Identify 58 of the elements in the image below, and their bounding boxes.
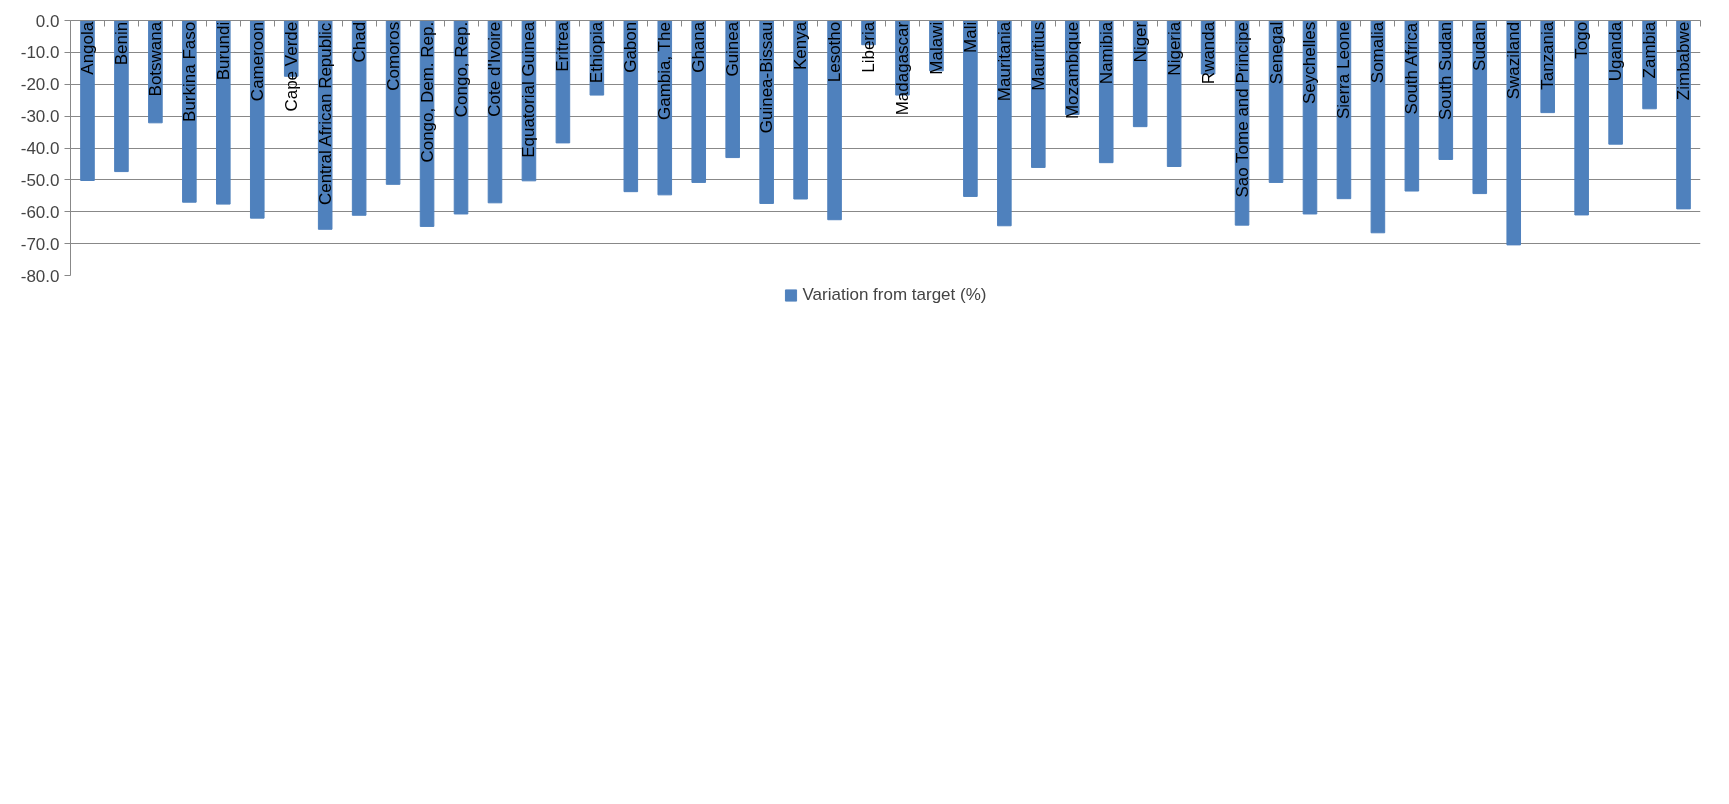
y-tick-label: 0.0: [35, 11, 60, 31]
x-tick-label: Sierra Leone: [1334, 21, 1354, 120]
x-tick-label: Seychelles: [1300, 21, 1320, 104]
x-tick-label: Guinea: [723, 21, 743, 77]
x-tick-label: Comoros: [383, 21, 403, 91]
x-tick-label: Angola: [77, 21, 97, 75]
x-tick-label: Mauritius: [1028, 21, 1048, 91]
x-tick-label: Mozambique: [1062, 21, 1082, 120]
x-tick-label: Uganda: [1606, 21, 1626, 82]
x-tick-label: Chad: [349, 21, 369, 63]
x-tick-label: Tanzania: [1538, 21, 1558, 90]
x-tick-label: South Africa: [1402, 22, 1422, 115]
x-tick-label: Mali: [960, 21, 980, 53]
y-tick-label: -60.0: [20, 202, 60, 222]
x-tick-label: Ghana: [689, 21, 709, 73]
x-tick-label: Mauritania: [994, 21, 1014, 102]
x-tick-label: Malawi: [926, 21, 946, 75]
x-tick-label: Niger: [1130, 21, 1150, 63]
x-tick-label: Ethiopia: [587, 21, 607, 84]
x-tick-label: Eritrea: [553, 21, 573, 72]
x-tick-label: Swaziland: [1504, 21, 1524, 100]
y-tick-label: -70.0: [20, 234, 60, 254]
x-tick-label: Sudan: [1470, 21, 1490, 71]
x-tick-label: South Sudan: [1436, 21, 1456, 121]
x-tick-label: Sao Tome and Principe: [1232, 22, 1252, 198]
x-tick-label: Burundi: [213, 21, 233, 81]
x-tick-label: Liberia: [859, 21, 879, 73]
x-tick-label: Togo: [1572, 21, 1592, 59]
x-tick-label: Cape Verde: [281, 21, 301, 112]
x-tick-label: Madagascar: [892, 21, 912, 116]
x-tick-label: Congo, Dem. Rep.: [417, 21, 437, 163]
y-tick-label: -50.0: [20, 170, 60, 190]
x-tick-label: Gabon: [621, 21, 641, 73]
x-tick-label: Benin: [111, 21, 131, 66]
x-tick-label: Namibia: [1096, 21, 1116, 85]
x-tick-label: Cote d'Ivoire: [485, 21, 505, 117]
x-tick-label: Equatorial Guinea: [519, 21, 539, 158]
x-tick-label: Central African Republic: [315, 22, 335, 206]
x-tick-label: Congo, Rep.: [451, 21, 471, 118]
x-tick-label: Rwanda: [1198, 21, 1218, 85]
x-tick-label: Senegal: [1266, 21, 1286, 85]
x-tick-label: Somalia: [1368, 21, 1388, 84]
x-tick-label: Botswana: [145, 21, 165, 97]
x-tick-label: Guinea-Bissau: [757, 21, 777, 134]
x-tick-label: Cameroon: [247, 21, 267, 102]
x-tick-label: Nigeria: [1164, 21, 1184, 76]
x-tick-label: Gambia, The: [655, 22, 675, 121]
y-tick-label: -80.0: [20, 266, 60, 286]
x-tick-label: Zambia: [1640, 21, 1660, 79]
y-tick-label: -10.0: [20, 43, 60, 63]
x-tick-label: Zimbabwe: [1674, 21, 1694, 101]
y-tick-label: -30.0: [20, 107, 60, 127]
y-tick-label: -40.0: [20, 139, 60, 158]
x-tick-label: Lesotho: [825, 21, 845, 83]
x-tick-label: Kenya: [791, 21, 811, 70]
x-tick-label: Burkina Faso: [179, 21, 199, 122]
y-tick-label: -20.0: [20, 75, 60, 95]
legend-label: Variation from target (%): [802, 285, 987, 305]
